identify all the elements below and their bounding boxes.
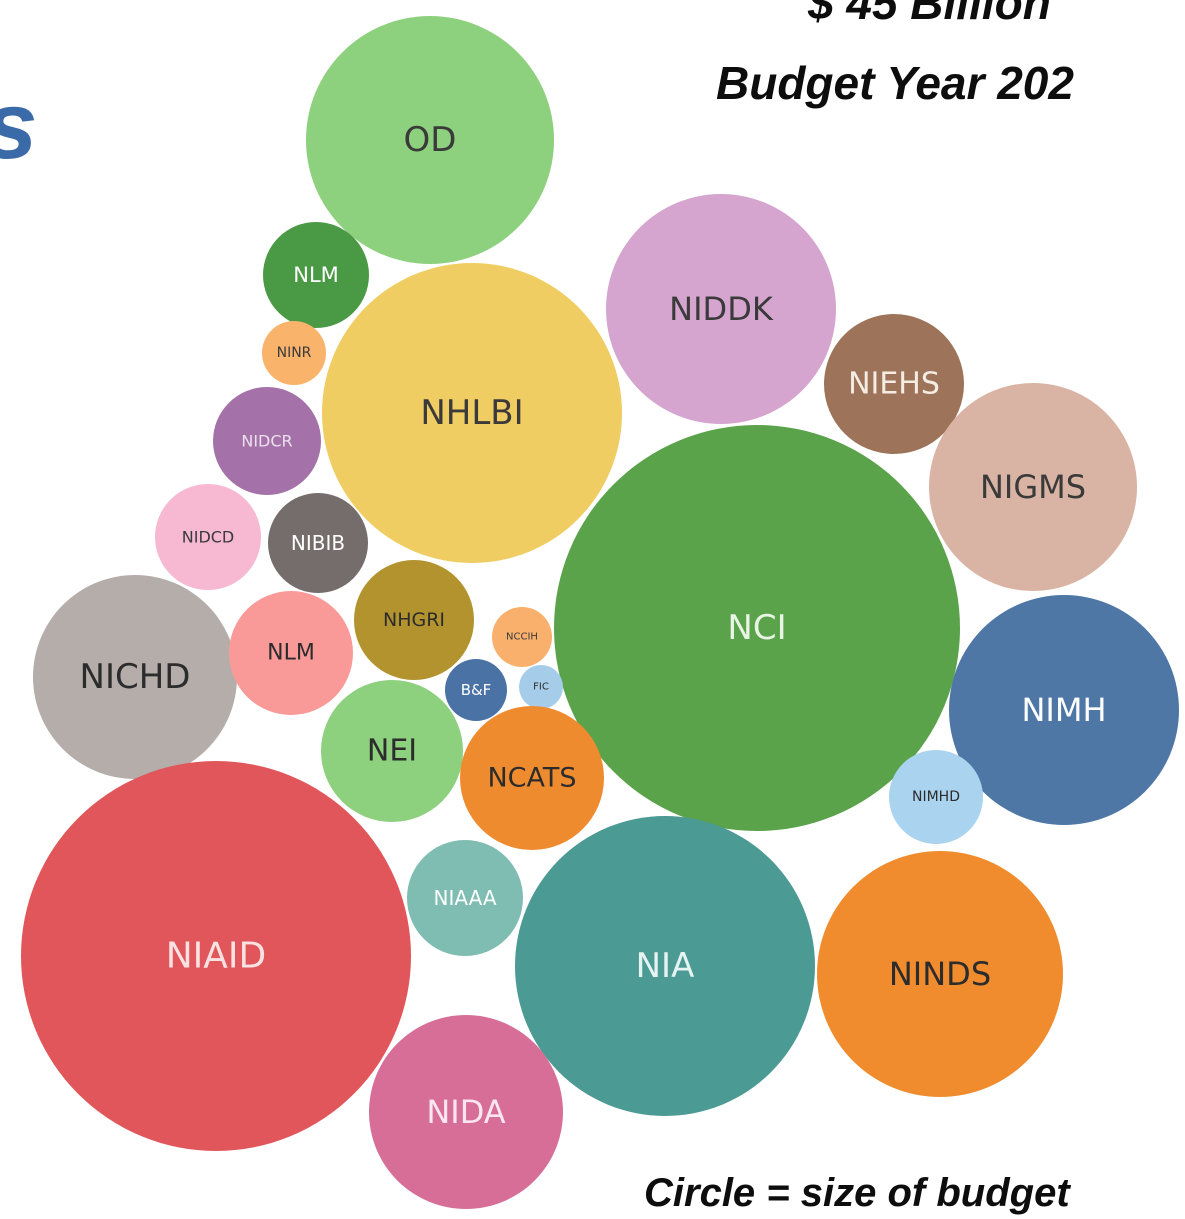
bubble-label-niaaa: NIAAA: [433, 886, 496, 910]
bubble-nei-18: NEI: [321, 680, 463, 822]
bubble-nlm-1: NLM: [263, 222, 369, 328]
bubble-circle-ninds: [817, 851, 1063, 1097]
bubble-circle-niehs: [824, 314, 964, 454]
bubble-nibib-9: NIBIB: [268, 493, 368, 593]
headline-amount: $ 45 Billion: [808, 0, 1051, 29]
clipped-title-glyph: s: [0, 76, 37, 176]
bubble-label-ninds: NINDS: [889, 955, 991, 993]
bubble-circle-nci: [554, 425, 960, 831]
bubble-nidcd-8: NIDCD: [155, 484, 261, 590]
bubble-circle-nidcr: [213, 387, 321, 495]
bubble-circle-niddk: [606, 194, 836, 424]
bubble-circle-nichd: [33, 575, 237, 779]
bubble-nidcr-3: NIDCR: [213, 387, 321, 495]
bubble-nimhd-20: NIMHD: [889, 750, 983, 844]
bubble-circle-nia: [515, 816, 815, 1116]
bubble-od-0: OD: [306, 16, 554, 264]
bubble-nida-25: NIDA: [369, 1015, 563, 1209]
bubble-label-ninr: NINR: [277, 345, 312, 361]
bubble-niehs-6: NIEHS: [824, 314, 964, 454]
bubble-circle-nccih: [492, 607, 552, 667]
bubble-nci-12: NCI: [554, 425, 960, 831]
bubble-circle-nimh: [949, 595, 1179, 825]
footnote: Circle = size of budget: [644, 1171, 1070, 1215]
bubble-label-niehs: NIEHS: [848, 367, 940, 402]
bubble-label-fic: FIC: [533, 682, 549, 693]
bubble-label-nhgri: NHGRI: [383, 609, 445, 631]
bubble-label-niaid: NIAID: [166, 936, 267, 977]
bubble-nlm-14: NLM: [229, 591, 353, 715]
bubble-label-ncats: NCATS: [487, 763, 576, 794]
bubble-circle-nida: [369, 1015, 563, 1209]
bubble-label-nidcr: NIDCR: [241, 432, 292, 451]
bubble-label-nimh: NIMH: [1021, 691, 1106, 729]
bubble-ninds-24: NINDS: [817, 851, 1063, 1097]
bubble-circle-niaaa: [407, 840, 523, 956]
bubble-niaaa-22: NIAAA: [407, 840, 523, 956]
bubble-label-nei: NEI: [367, 734, 417, 769]
bubble-circle-nimhd: [889, 750, 983, 844]
bubble-circle-od: [306, 16, 554, 264]
bubble-circle-nidcd: [155, 484, 261, 590]
bubble-label-nigms: NIGMS: [980, 468, 1086, 506]
bubble-label-bandf: B&F: [461, 681, 492, 699]
bubble-nimh-17: NIMH: [949, 595, 1179, 825]
bubble-label-nidcd: NIDCD: [182, 528, 235, 547]
bubble-label-nci: NCI: [727, 608, 786, 648]
bubble-label-od: OD: [404, 120, 457, 160]
bubble-circle-nibib: [268, 493, 368, 593]
bubble-label-nida: NIDA: [426, 1093, 505, 1131]
bubble-bandf-15: B&F: [445, 659, 507, 721]
bubble-nigms-7: NIGMS: [929, 383, 1137, 591]
bubble-label-nccih: NCCIH: [506, 632, 538, 643]
bubble-label-niddk: NIDDK: [669, 290, 774, 328]
bubble-label-nhlbi: NHLBI: [420, 393, 523, 433]
bubble-label-nimhd: NIMHD: [912, 789, 960, 805]
bubble-nia-23: NIA: [515, 816, 815, 1116]
bubble-circle-niaid: [21, 761, 411, 1151]
headline-year: Budget Year 202: [716, 57, 1074, 109]
bubble-fic-16: FIC: [519, 665, 563, 709]
bubble-circle-fic: [519, 665, 563, 709]
bubble-label-nichd: NICHD: [80, 657, 191, 697]
bubble-label-nlm: NLM: [267, 641, 315, 666]
bubble-nhlbi-4: NHLBI: [322, 263, 622, 563]
bubble-label-nibib: NIBIB: [291, 531, 345, 555]
bubble-nccih-11: NCCIH: [492, 607, 552, 667]
bubble-circle-nlm: [229, 591, 353, 715]
bubble-ninr-2: NINR: [262, 321, 326, 385]
bubble-circle-nhgri: [354, 560, 474, 680]
bubble-circle-nei: [321, 680, 463, 822]
bubble-circle-bandf: [445, 659, 507, 721]
bubble-label-nlm: NLM: [293, 263, 339, 287]
bubble-circle-ninr: [262, 321, 326, 385]
bubble-nhgri-10: NHGRI: [354, 560, 474, 680]
bubble-niddk-5: NIDDK: [606, 194, 836, 424]
bubble-circle-nhlbi: [322, 263, 622, 563]
bubble-circle-ncats: [460, 706, 604, 850]
bubble-nichd-13: NICHD: [33, 575, 237, 779]
bubble-circle-nlm: [263, 222, 369, 328]
bubble-label-nia: NIA: [636, 946, 695, 986]
bubble-circle-nigms: [929, 383, 1137, 591]
bubble-ncats-19: NCATS: [460, 706, 604, 850]
bubble-niaid-21: NIAID: [21, 761, 411, 1151]
